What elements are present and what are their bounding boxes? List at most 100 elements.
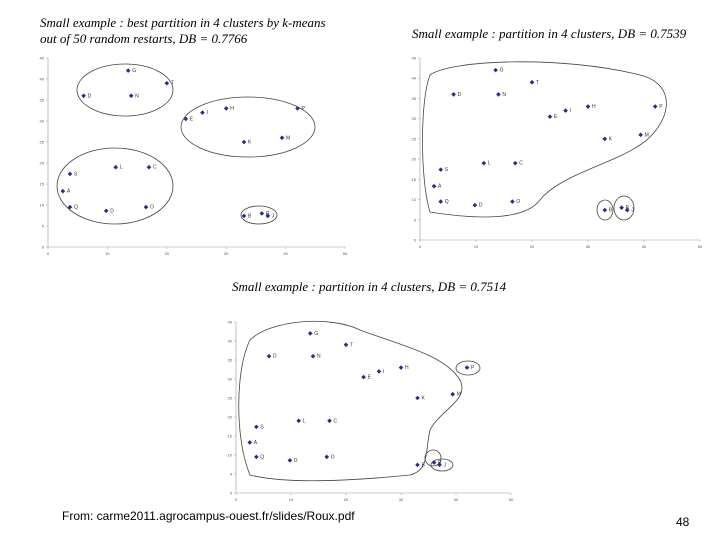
- point-label: B: [422, 462, 426, 468]
- chart-title: Small example : partition in 4 clusters,…: [412, 26, 687, 41]
- data-point: [437, 462, 442, 468]
- point-label: T: [350, 342, 353, 348]
- y-tick-label: 10: [412, 197, 417, 202]
- data-point: [67, 171, 73, 177]
- point-label: D: [479, 203, 483, 209]
- y-tick-label: 45: [228, 320, 233, 325]
- point-label: J: [272, 213, 275, 219]
- cluster-outline: [180, 96, 316, 158]
- point-label: D: [458, 92, 462, 98]
- data-point: [602, 207, 608, 213]
- source-note: From: carme2011.agrocampus-ouest.fr/slid…: [62, 509, 355, 523]
- x-tick-label: 0: [419, 244, 422, 249]
- y-tick-label: 5: [414, 217, 417, 222]
- point-label: T: [536, 80, 539, 86]
- data-point: [164, 80, 170, 86]
- point-label: E: [554, 114, 558, 120]
- point-label: S: [74, 171, 78, 177]
- point-label: G: [314, 331, 318, 337]
- y-tick-label: 0: [230, 491, 233, 496]
- data-point: [472, 202, 478, 208]
- data-point: [183, 116, 189, 122]
- x-tick-label: 30: [224, 251, 229, 256]
- point-label: M: [645, 132, 649, 138]
- x-tick-label: 50: [343, 251, 348, 256]
- point-label: O: [150, 205, 154, 211]
- point-label: O: [331, 454, 335, 460]
- y-tick-label: 35: [412, 96, 417, 101]
- data-point: [652, 104, 658, 109]
- data-point: [624, 207, 630, 213]
- point-label: D: [273, 354, 277, 360]
- x-tick-label: 50: [509, 497, 514, 502]
- data-point: [431, 460, 437, 465]
- data-point: [247, 440, 253, 445]
- point-label: N: [135, 93, 139, 99]
- y-tick-label: 30: [40, 119, 45, 124]
- y-tick-label: 30: [412, 116, 417, 121]
- data-point: [415, 395, 420, 401]
- chart-title: Small example : partition in 4 clusters,…: [232, 279, 507, 294]
- data-point: [254, 424, 259, 430]
- point-label: S: [445, 167, 449, 173]
- y-tick-label: 20: [228, 415, 233, 420]
- y-tick-label: 40: [412, 76, 417, 81]
- point-label: D: [88, 93, 92, 99]
- data-point: [223, 106, 229, 111]
- point-label: K: [248, 140, 252, 146]
- point-label: O: [516, 199, 520, 205]
- x-tick-label: 10: [105, 251, 110, 256]
- data-point: [266, 353, 272, 359]
- point-label: B: [609, 208, 613, 214]
- data-point: [361, 374, 366, 380]
- data-point: [200, 110, 205, 115]
- point-label: A: [254, 440, 258, 446]
- point-label: P: [471, 365, 475, 371]
- point-label: A: [438, 184, 442, 190]
- data-point: [279, 135, 285, 141]
- y-tick-label: 0: [42, 245, 45, 250]
- y-tick-label: 45: [40, 56, 45, 61]
- x-tick-label: 40: [454, 497, 459, 502]
- x-tick-label: 0: [235, 497, 238, 502]
- data-point: [259, 211, 265, 216]
- data-point: [241, 139, 247, 145]
- data-point: [241, 213, 247, 219]
- point-label: L: [488, 161, 491, 167]
- point-label: J: [631, 208, 634, 214]
- point-label: H: [230, 106, 234, 112]
- point-label: K: [609, 136, 613, 142]
- x-tick-label: 40: [642, 244, 647, 249]
- y-tick-label: 15: [412, 177, 417, 182]
- data-point: [619, 205, 624, 210]
- point-label: Q: [260, 454, 264, 460]
- chart-title: out of 50 random restarts, DB = 0.7766: [40, 31, 248, 46]
- x-tick-label: 30: [586, 244, 591, 249]
- x-tick-label: 20: [344, 497, 349, 502]
- data-point: [327, 418, 332, 424]
- point-label: E: [190, 116, 194, 122]
- point-label: R: [626, 205, 630, 211]
- x-tick-label: 10: [474, 244, 479, 249]
- y-tick-label: 15: [228, 434, 233, 439]
- point-label: D: [294, 458, 298, 464]
- x-tick-label: 50: [698, 244, 703, 249]
- y-tick-label: 30: [228, 377, 233, 382]
- data-point: [81, 93, 86, 99]
- data-point: [450, 391, 455, 397]
- point-label: I: [206, 110, 207, 116]
- x-tick-label: 0: [47, 251, 50, 256]
- data-point: [512, 160, 518, 166]
- point-label: C: [519, 161, 523, 167]
- point-label: N: [502, 92, 506, 98]
- data-point: [398, 365, 404, 370]
- point-label: T: [171, 81, 174, 87]
- y-tick-label: 40: [228, 339, 233, 344]
- page-number: 48: [676, 515, 690, 529]
- y-tick-label: 20: [40, 161, 45, 166]
- data-point: [295, 106, 300, 111]
- point-label: D: [110, 208, 114, 214]
- point-label: H: [405, 365, 409, 371]
- cluster-outline: [430, 458, 454, 472]
